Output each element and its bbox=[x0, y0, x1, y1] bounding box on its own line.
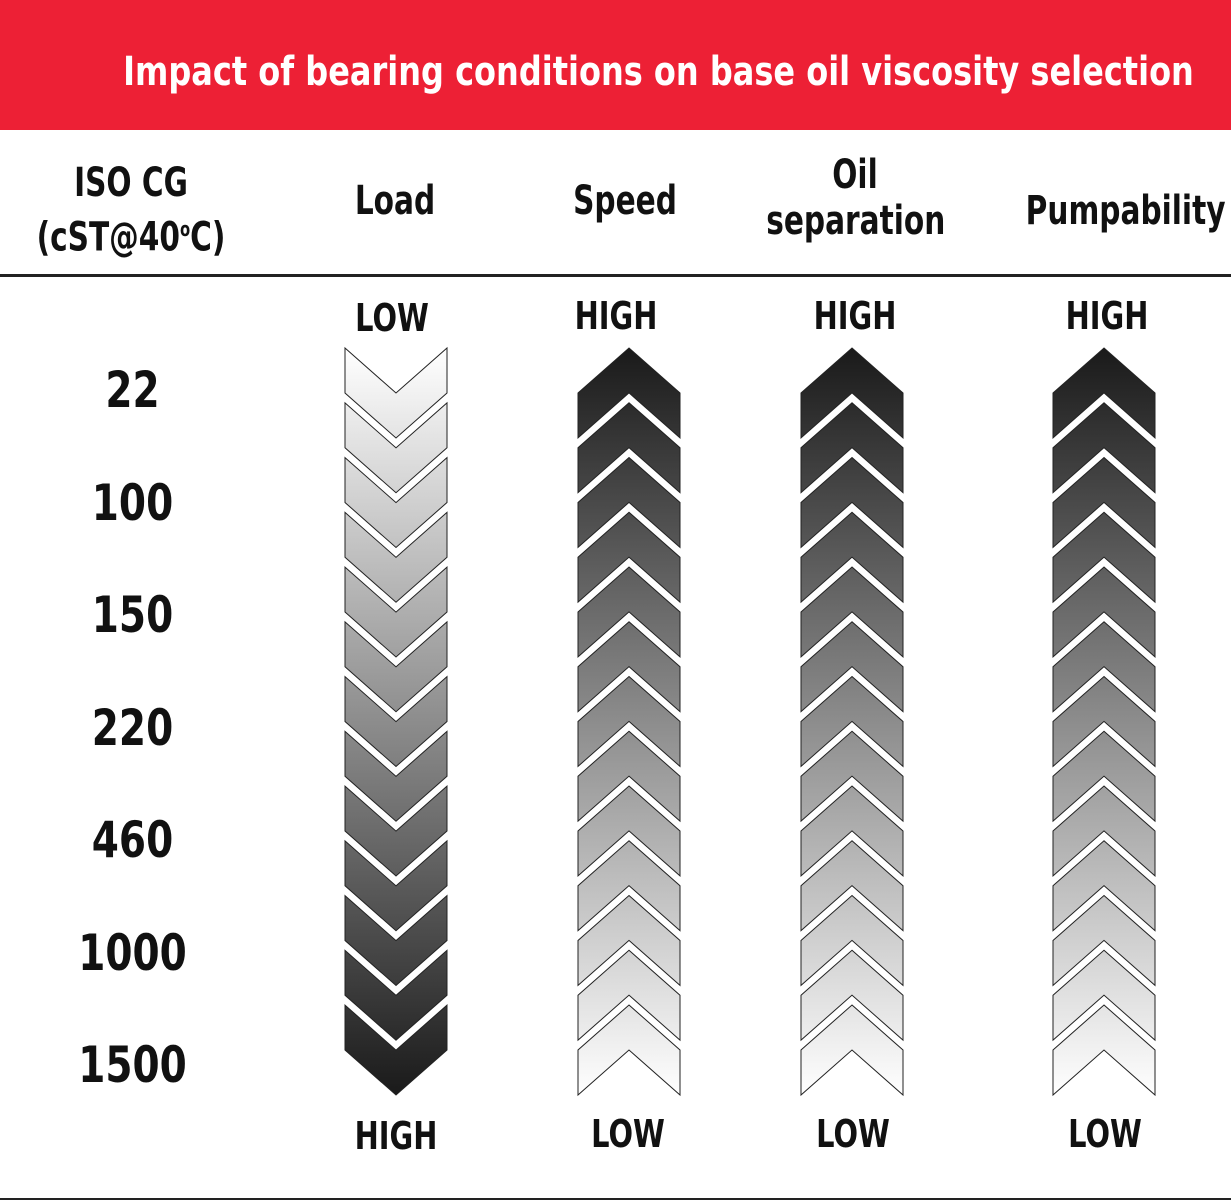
load-bottom-label: HIGH bbox=[354, 1114, 438, 1158]
iso-grade-value: 150 bbox=[91, 586, 174, 644]
speed-chevron bbox=[577, 347, 681, 440]
oil-separation-chevron bbox=[800, 402, 904, 494]
pumpability-top-label: HIGH bbox=[1065, 294, 1149, 338]
speed-chevron bbox=[577, 785, 681, 878]
oil-separation-chevron bbox=[800, 730, 904, 823]
oil-separation-chevron bbox=[800, 511, 904, 604]
pumpability-chevron bbox=[1052, 730, 1156, 823]
iso-grade-value: 460 bbox=[91, 811, 174, 869]
pumpability-chevron bbox=[1052, 402, 1156, 494]
pumpability-bottom-label: LOW bbox=[1068, 1112, 1142, 1156]
speed-chevron bbox=[577, 675, 681, 768]
header-divider bbox=[0, 274, 1231, 277]
column-header-oil-separation: Oil separation bbox=[766, 152, 946, 244]
oil-separation-chevron bbox=[800, 566, 904, 659]
pumpability-chevron bbox=[1052, 894, 1156, 987]
column-header-load: Load bbox=[354, 178, 436, 224]
speed-chevron bbox=[577, 566, 681, 659]
pumpability-chevron bbox=[1052, 347, 1156, 440]
pumpability-chevron bbox=[1052, 675, 1156, 768]
pumpability-chevron bbox=[1052, 785, 1156, 878]
pumpability-chevron bbox=[1052, 566, 1156, 659]
pumpability-chevron bbox=[1052, 840, 1156, 932]
iso-header-line1: ISO CG bbox=[74, 160, 188, 206]
speed-chevron bbox=[577, 402, 681, 494]
load-chevron bbox=[344, 894, 448, 987]
oil-separation-chevron bbox=[800, 1004, 904, 1097]
load-top-label: LOW bbox=[355, 296, 429, 340]
speed-chevron bbox=[577, 730, 681, 823]
load-chevron bbox=[344, 620, 448, 713]
column-header-pumpability: Pumpability bbox=[1025, 188, 1226, 234]
speed-chevron bbox=[577, 621, 681, 713]
iso-grade-value: 220 bbox=[91, 699, 174, 757]
column-header-speed: Speed bbox=[573, 178, 677, 224]
load-chevron bbox=[344, 401, 448, 494]
load-chevron bbox=[344, 456, 448, 549]
oil-separation-top-label: HIGH bbox=[813, 294, 897, 338]
iso-grade-value: 100 bbox=[91, 474, 174, 532]
iso-grade-value: 22 bbox=[105, 361, 160, 419]
load-chevron bbox=[344, 675, 448, 768]
oil-separation-chevron bbox=[800, 675, 904, 768]
pumpability-chevron bbox=[1052, 511, 1156, 604]
speed-chevron bbox=[577, 456, 681, 549]
title-banner bbox=[0, 0, 1231, 130]
load-chevron bbox=[344, 346, 448, 439]
pumpability-chevron bbox=[1052, 621, 1156, 713]
speed-bottom-label: LOW bbox=[591, 1112, 665, 1156]
speed-chevron bbox=[577, 1004, 681, 1097]
load-chevron bbox=[344, 1003, 448, 1096]
load-chevron bbox=[344, 565, 448, 658]
iso-header-line2: (cST@40oC) bbox=[36, 214, 226, 261]
oil-separation-chevron bbox=[800, 347, 904, 440]
oil-separation-chevron bbox=[800, 949, 904, 1042]
speed-chevron bbox=[577, 511, 681, 604]
page-title: Impact of bearing conditions on base oil… bbox=[123, 49, 1194, 95]
oil-separation-chevron bbox=[800, 456, 904, 549]
oil-separation-bottom-label: LOW bbox=[816, 1112, 890, 1156]
speed-chevron bbox=[577, 949, 681, 1042]
oil-separation-chevron bbox=[800, 894, 904, 987]
load-chevron bbox=[344, 839, 448, 932]
load-chevron bbox=[344, 784, 448, 877]
iso-grade-value: 1500 bbox=[78, 1036, 187, 1094]
oil-separation-chevron bbox=[800, 840, 904, 932]
speed-top-label: HIGH bbox=[574, 294, 658, 338]
speed-chevron bbox=[577, 840, 681, 932]
speed-chevron bbox=[577, 894, 681, 987]
iso-grade-header: ISO CG (cST@40oC) bbox=[34, 160, 228, 260]
oil-separation-chevron bbox=[800, 621, 904, 713]
load-chevron bbox=[344, 730, 448, 822]
iso-grade-value: 1000 bbox=[78, 924, 187, 982]
load-chevron bbox=[344, 949, 448, 1041]
load-chevron bbox=[344, 511, 448, 603]
pumpability-chevron bbox=[1052, 1004, 1156, 1097]
bottom-divider bbox=[0, 1198, 1231, 1200]
oil-separation-chevron bbox=[800, 785, 904, 878]
pumpability-chevron bbox=[1052, 456, 1156, 549]
pumpability-chevron bbox=[1052, 949, 1156, 1042]
